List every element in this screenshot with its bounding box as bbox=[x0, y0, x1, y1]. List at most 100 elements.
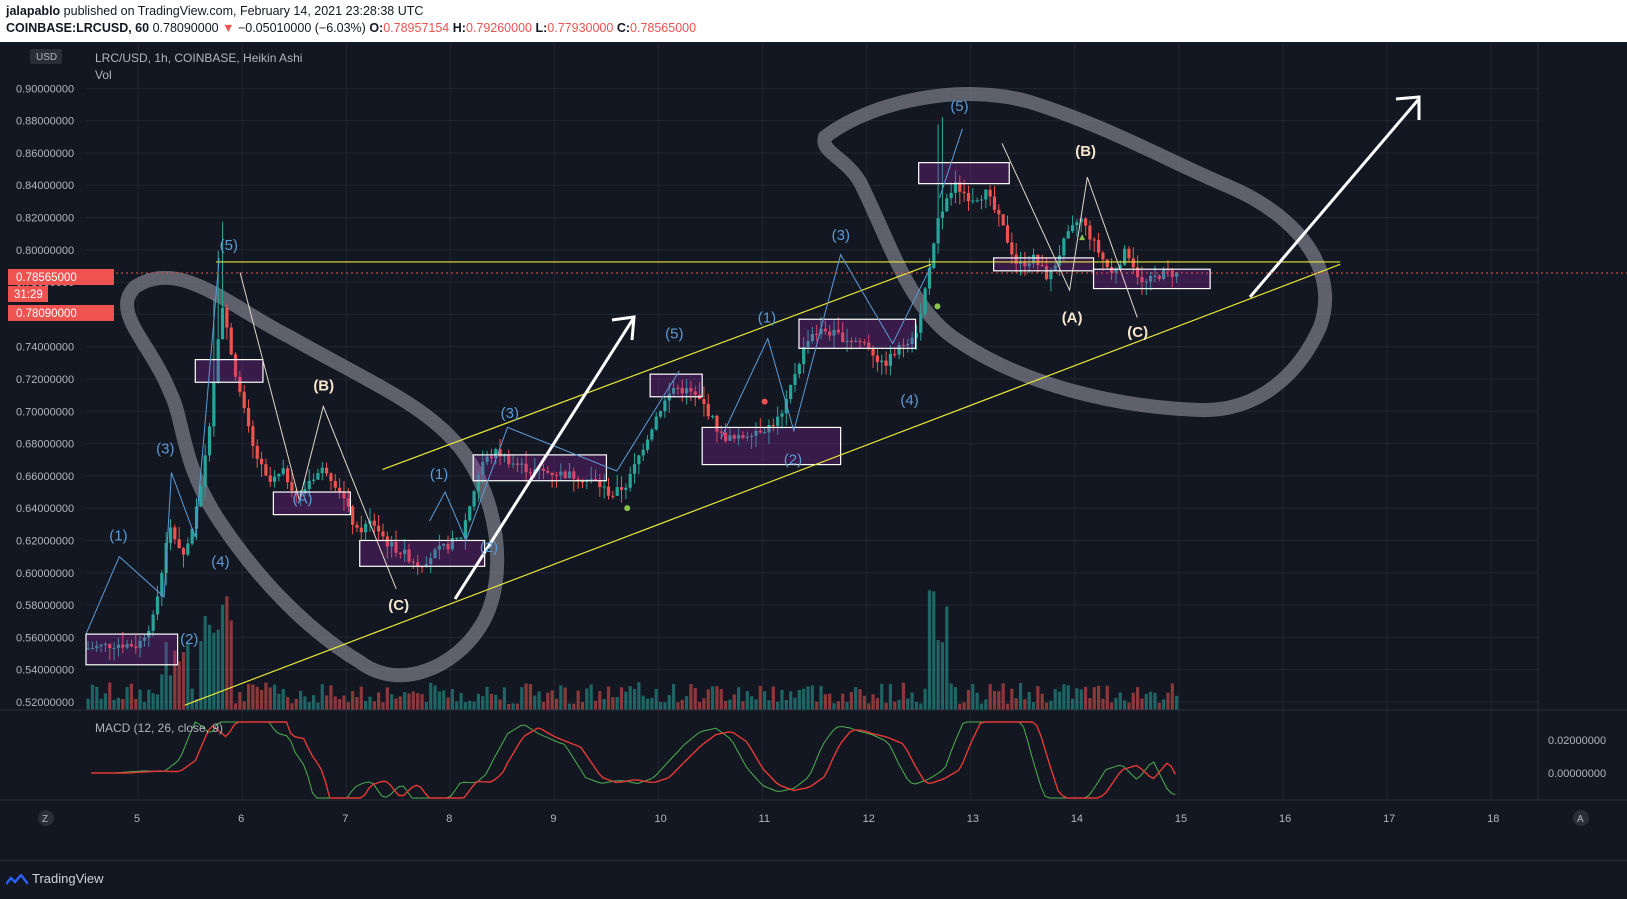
volume-bar bbox=[836, 701, 840, 710]
volume-bar bbox=[758, 685, 762, 710]
volume-bar bbox=[1014, 698, 1018, 710]
zoom-button[interactable] bbox=[38, 810, 54, 826]
candle-body bbox=[966, 193, 971, 202]
consolidation-box bbox=[85, 633, 179, 666]
y-tick-label: 0.84000000 bbox=[16, 180, 74, 192]
candle-body bbox=[602, 486, 606, 488]
volume-bar bbox=[485, 686, 489, 710]
candle-body bbox=[1162, 268, 1166, 280]
buy-signal-dot bbox=[624, 505, 631, 512]
volume-bar bbox=[1053, 689, 1057, 710]
chart-area[interactable]: (1) (3) (2) (4) (5) (A) (B) (C) (1) (2) (3) (5) (1) (… bbox=[0, 42, 1627, 860]
volume-bar bbox=[671, 683, 676, 710]
volume-bar bbox=[481, 696, 485, 710]
axes: 0.52000000 0.54000000 0.56000000 0.58000000… bbox=[0, 42, 1627, 825]
candle-body bbox=[1157, 275, 1161, 280]
x-tick-label: 16 bbox=[1279, 813, 1291, 825]
candle-body bbox=[1114, 268, 1118, 273]
volume-bar bbox=[164, 642, 168, 710]
volume-bar bbox=[394, 698, 398, 710]
volume-bar bbox=[806, 686, 810, 710]
volume-bar bbox=[658, 701, 663, 710]
volume-bar bbox=[1105, 685, 1109, 710]
wave-label-white: (C) bbox=[388, 597, 409, 614]
candle-body bbox=[645, 439, 650, 450]
volume-bar bbox=[710, 686, 715, 710]
candle-body bbox=[910, 337, 914, 344]
currency-badge-bg[interactable] bbox=[30, 49, 62, 64]
chart-svg[interactable]: (1) (3) (2) (4) (5) (A) (B) (C) (1) (2) (3) (5) (1) (… bbox=[0, 42, 1627, 860]
auto-scale-label[interactable]: A bbox=[1577, 814, 1584, 825]
candle-body bbox=[676, 387, 680, 389]
candle-body bbox=[207, 426, 212, 456]
candle-body bbox=[1153, 275, 1157, 277]
x-tick-label: 13 bbox=[967, 813, 979, 825]
volume-bar bbox=[303, 696, 307, 710]
zoom-button-label[interactable]: Z bbox=[42, 814, 48, 825]
candle-body bbox=[880, 360, 884, 363]
candle-body bbox=[593, 478, 598, 481]
volume-bar bbox=[619, 687, 624, 710]
wave-label-blue: (1) bbox=[109, 527, 127, 544]
volume-bar bbox=[1070, 698, 1075, 710]
candle-body bbox=[559, 471, 563, 476]
volume-bar bbox=[1036, 686, 1040, 710]
candle-body bbox=[498, 449, 502, 457]
volume-bar bbox=[1123, 700, 1127, 710]
y-tick-label: 0.70000000 bbox=[16, 406, 74, 418]
volume-bar bbox=[1083, 686, 1088, 710]
currency-badge[interactable]: USD bbox=[36, 52, 57, 63]
arrows bbox=[453, 95, 1421, 600]
candle-body bbox=[142, 637, 147, 641]
candle-body bbox=[992, 196, 997, 210]
volume-bar bbox=[515, 703, 520, 710]
y-tick-label: 0.88000000 bbox=[16, 116, 74, 128]
volume-bar bbox=[1136, 687, 1140, 710]
wave-label-blue: (4) bbox=[900, 392, 918, 409]
wave-label-blue: (5) bbox=[220, 237, 238, 254]
author-name[interactable]: jalapablo bbox=[6, 4, 61, 18]
volume-bar bbox=[875, 697, 880, 710]
volume-bar bbox=[155, 694, 160, 710]
candle-body bbox=[325, 467, 329, 474]
volume-bar bbox=[901, 682, 906, 710]
candle-body bbox=[463, 520, 467, 538]
volume-bar bbox=[268, 687, 272, 710]
candle-body bbox=[789, 384, 793, 400]
candle-body bbox=[741, 435, 745, 438]
volume-bar bbox=[242, 701, 246, 710]
volume-bar bbox=[975, 692, 979, 710]
buy-signal-dot bbox=[934, 303, 941, 310]
candle-body bbox=[351, 506, 355, 525]
candle-body bbox=[203, 455, 207, 487]
volume-bar bbox=[884, 702, 888, 710]
last-price: 0.78090000 bbox=[152, 21, 219, 35]
volume-bar bbox=[450, 689, 454, 710]
volume-bar bbox=[1079, 689, 1083, 710]
auto-scale-button[interactable] bbox=[1573, 810, 1589, 826]
volume-bar bbox=[763, 691, 767, 710]
candle-body bbox=[1079, 218, 1083, 223]
volume-bar bbox=[949, 683, 953, 710]
candle-body bbox=[1040, 264, 1044, 267]
tradingview-logo[interactable]: TradingView bbox=[6, 871, 104, 886]
volume-bar bbox=[1096, 685, 1101, 710]
macd-label: MACD (12, 26, close, 9) bbox=[95, 721, 223, 735]
volume-bar bbox=[724, 701, 728, 710]
candle-body bbox=[398, 552, 402, 554]
candle-body bbox=[632, 464, 637, 474]
candle-body bbox=[940, 211, 945, 219]
candle-body bbox=[285, 468, 290, 483]
symbol-label: COINBASE:LRCUSD, 60 bbox=[6, 21, 150, 35]
candle-body bbox=[823, 328, 827, 332]
volume-bar bbox=[351, 691, 355, 710]
candle-body bbox=[923, 288, 927, 314]
candle-body bbox=[212, 382, 216, 427]
volume-bar bbox=[1075, 688, 1079, 710]
candle-body bbox=[138, 640, 142, 648]
candle-body bbox=[1023, 261, 1027, 267]
wave-path-blue bbox=[939, 128, 963, 199]
candle-body bbox=[1083, 218, 1088, 226]
volume-bar bbox=[333, 696, 337, 710]
volume-bar bbox=[229, 620, 233, 710]
